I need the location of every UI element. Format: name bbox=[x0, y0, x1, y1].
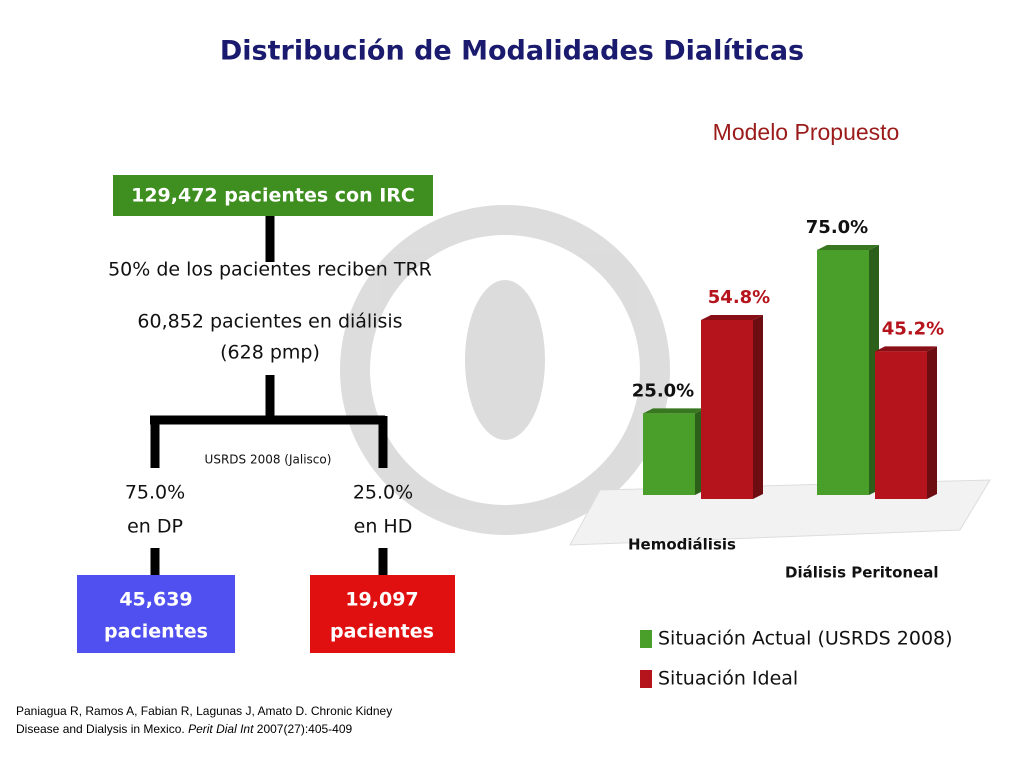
bar bbox=[701, 319, 753, 499]
bar bbox=[817, 250, 869, 495]
hd-box bbox=[310, 575, 455, 653]
bar-top bbox=[701, 314, 763, 320]
watermark-emblem bbox=[465, 280, 545, 440]
value-label: 54.8% bbox=[708, 287, 770, 308]
watermark bbox=[340, 205, 670, 535]
bar-top bbox=[643, 408, 705, 414]
dp-percent: 75.0% bbox=[125, 482, 185, 504]
bar-top bbox=[875, 346, 937, 352]
hd-unit: pacientes bbox=[330, 621, 434, 643]
citation-ref: 2007(27):405-409 bbox=[257, 722, 353, 736]
dp-box bbox=[77, 575, 235, 653]
value-label: 45.2% bbox=[882, 318, 944, 339]
x-tick-label: Diálisis Peritoneal bbox=[785, 564, 939, 582]
chart-title: Modelo Propuesto bbox=[713, 119, 900, 145]
value-label: 25.0% bbox=[632, 380, 694, 401]
dp-count: 45,639 bbox=[119, 589, 192, 611]
legend-label: Situación Ideal bbox=[658, 668, 798, 690]
watermark-ring bbox=[340, 205, 670, 535]
dp-label: en DP bbox=[127, 516, 183, 538]
source-text: USRDS 2008 (Jalisco) bbox=[205, 453, 332, 467]
total-box bbox=[113, 175, 433, 216]
x-tick-label: Hemodiálisis bbox=[628, 536, 736, 554]
bar bbox=[875, 351, 927, 499]
hd-count: 19,097 bbox=[345, 589, 418, 611]
citation-line: Paniagua R, Ramos A, Fabian R, Lagunas J… bbox=[16, 704, 392, 718]
bar bbox=[643, 413, 695, 495]
hd-percent: 25.0% bbox=[353, 482, 413, 504]
total-text: 129,472 pacientes con IRC bbox=[131, 185, 415, 207]
bar-side bbox=[927, 346, 937, 499]
pmp-text: (628 pmp) bbox=[220, 342, 320, 364]
chart: 25.0% 54.8% 75.0% 45.2% Hemodiálisis Diálisis… bbox=[628, 217, 953, 690]
value-label: 75.0% bbox=[806, 217, 868, 238]
connector bbox=[150, 216, 388, 576]
legend-swatch bbox=[640, 670, 652, 688]
dp-unit: pacientes bbox=[104, 621, 208, 643]
bar-side bbox=[753, 314, 763, 499]
citation-text: Disease and Dialysis in Mexico. bbox=[16, 722, 185, 736]
legend-swatch bbox=[640, 630, 652, 648]
legend-label: Situación Actual (USRDS 2008) bbox=[658, 628, 953, 650]
slide-title: Distribución de Modalidades Dialíticas bbox=[220, 36, 804, 67]
dialysis-text: 60,852 pacientes en diálisis bbox=[137, 311, 402, 333]
trr-text: 50% de los pacientes reciben TRR bbox=[108, 259, 432, 281]
citation-journal: Perit Dial Int bbox=[188, 722, 254, 736]
bar-top bbox=[817, 245, 879, 250]
citation-line: Disease and Dialysis in Mexico. Perit Di… bbox=[16, 722, 353, 736]
hd-label: en HD bbox=[354, 516, 413, 538]
